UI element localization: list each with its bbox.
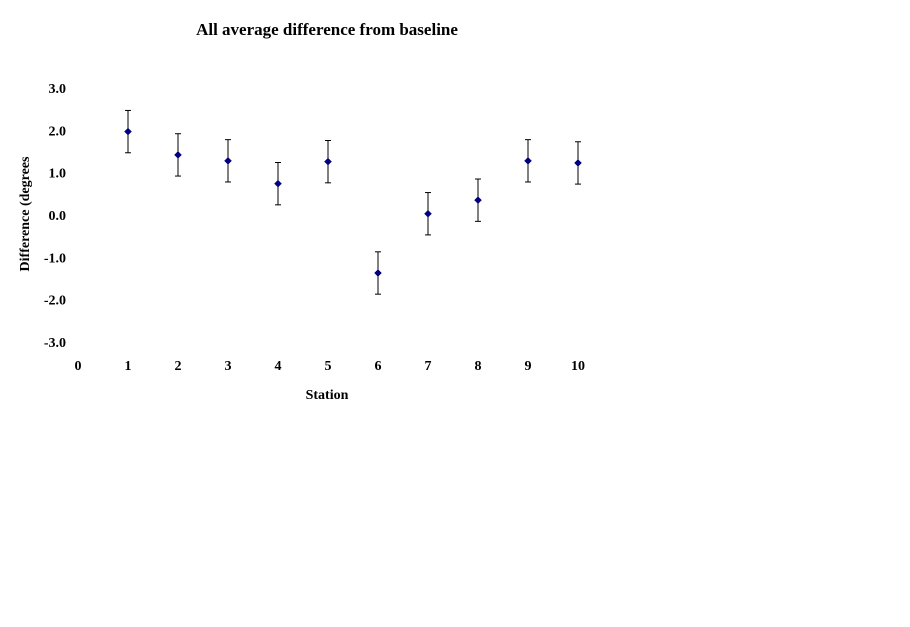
data-point-marker xyxy=(424,209,432,218)
y-tick-label: 3.0 xyxy=(49,82,67,97)
x-tick-label: 0 xyxy=(75,359,82,374)
data-points xyxy=(124,127,582,277)
y-tick-label: 1.0 xyxy=(49,167,67,182)
data-point-marker xyxy=(274,179,282,188)
x-tick-label: 4 xyxy=(275,359,282,374)
data-point-marker xyxy=(124,127,132,136)
x-tick-label: 10 xyxy=(571,359,585,374)
data-point-marker xyxy=(524,156,532,165)
data-point-marker xyxy=(574,159,582,167)
x-axis-label: Station xyxy=(306,388,349,403)
chart-title: All average difference from baseline xyxy=(196,20,458,39)
x-tick-label: 2 xyxy=(175,359,182,374)
x-tick-label: 1 xyxy=(125,359,132,374)
y-tick-label: 0.0 xyxy=(49,209,67,224)
y-axis-ticks: 3.0 2.0 1.0 0.0 -1.0 -2.0 -3.0 xyxy=(44,82,66,351)
x-tick-label: 3 xyxy=(225,359,232,374)
data-point-marker xyxy=(224,156,232,165)
y-axis-label: Difference (degrees xyxy=(18,156,33,271)
data-point-marker xyxy=(174,151,182,159)
y-tick-label: -3.0 xyxy=(44,336,66,351)
error-bars xyxy=(125,109,581,295)
y-tick-label: -2.0 xyxy=(44,294,66,309)
y-tick-label: 2.0 xyxy=(49,124,67,139)
x-tick-label: 8 xyxy=(475,359,482,374)
x-axis-ticks: 0 1 2 3 4 5 6 7 8 9 10 xyxy=(75,359,586,374)
y-tick-label: -1.0 xyxy=(44,251,66,266)
x-tick-label: 9 xyxy=(525,359,532,374)
x-tick-label: 5 xyxy=(325,359,332,374)
x-tick-label: 7 xyxy=(425,359,432,374)
x-tick-label: 6 xyxy=(375,359,382,374)
data-point-marker xyxy=(324,157,332,166)
data-point-marker xyxy=(374,269,382,277)
data-point-marker xyxy=(474,196,482,205)
